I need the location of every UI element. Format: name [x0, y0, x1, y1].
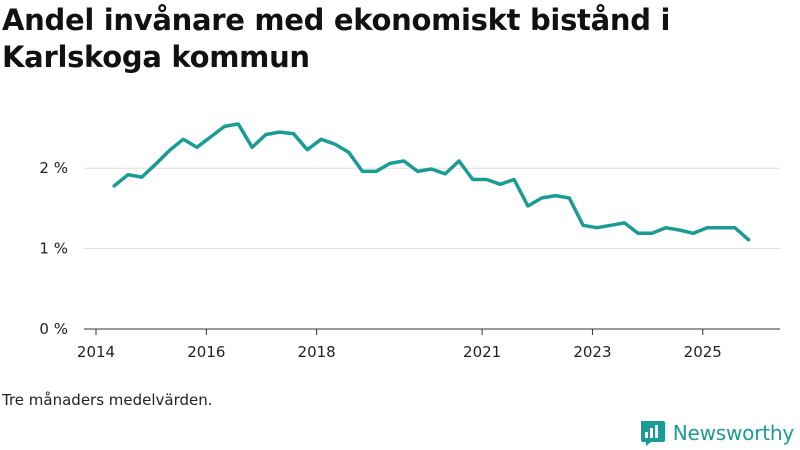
data-point — [678, 228, 682, 232]
data-point — [250, 145, 254, 149]
y-tick-label: 1 % — [39, 240, 68, 258]
x-tick-label: 2016 — [187, 343, 225, 361]
data-point — [264, 133, 268, 137]
data-point — [333, 142, 337, 146]
data-point — [347, 150, 351, 154]
data-point — [236, 122, 240, 126]
data-point — [747, 238, 751, 242]
data-point — [195, 145, 199, 149]
chart-caption: Tre månaders medelvärden. — [2, 391, 213, 409]
data-point — [457, 159, 461, 163]
data-point — [388, 161, 392, 165]
data-point — [374, 169, 378, 173]
data-point — [733, 226, 737, 230]
y-tick-label: 0 % — [39, 320, 68, 338]
axis-layer: 0 % 1 % 2 % 2014 2016 2018 2021 2023 2025 — [39, 159, 780, 361]
data-point — [209, 135, 213, 139]
data-point — [278, 130, 282, 134]
data-point — [512, 178, 516, 182]
data-point — [167, 149, 171, 153]
brand-name: Newsworthy — [672, 421, 794, 445]
data-point — [416, 169, 420, 173]
data-point — [319, 137, 323, 141]
grid-layer — [84, 167, 780, 250]
data-point — [622, 221, 626, 225]
series-line — [112, 122, 751, 242]
data-point — [223, 124, 227, 128]
data-point — [360, 169, 364, 173]
data-point — [581, 223, 585, 227]
data-point — [705, 226, 709, 230]
data-point — [471, 178, 475, 182]
data-point — [664, 226, 668, 230]
data-point — [181, 137, 185, 141]
data-point — [112, 184, 116, 188]
data-point — [292, 132, 296, 136]
data-point — [595, 226, 599, 230]
x-tick-label: 2023 — [573, 343, 611, 361]
chart-title: Andel invånare med ekonomiskt bistånd i … — [2, 3, 671, 74]
brand-logo: Newsworthy — [637, 418, 794, 448]
data-point — [719, 226, 723, 230]
data-point — [443, 172, 447, 176]
data-point — [498, 182, 502, 186]
data-point — [691, 231, 695, 235]
data-point — [154, 162, 158, 166]
data-point — [526, 204, 530, 208]
data-point — [650, 231, 654, 235]
data-point — [636, 231, 640, 235]
data-point — [540, 196, 544, 200]
data-point — [609, 223, 613, 227]
data-point — [402, 159, 406, 163]
newsworthy-logo-icon — [640, 421, 665, 446]
data-point — [485, 178, 489, 182]
x-tick-label: 2025 — [684, 343, 722, 361]
data-point — [567, 196, 571, 200]
data-point — [554, 194, 558, 198]
x-tick-label: 2018 — [298, 343, 336, 361]
y-tick-label: 2 % — [39, 159, 68, 177]
x-tick-label: 2014 — [77, 343, 115, 361]
data-point — [140, 175, 144, 179]
data-point — [429, 167, 433, 171]
data-point — [126, 173, 130, 177]
series-layer — [112, 122, 751, 242]
x-tick-label: 2021 — [463, 343, 501, 361]
data-point — [305, 148, 309, 152]
